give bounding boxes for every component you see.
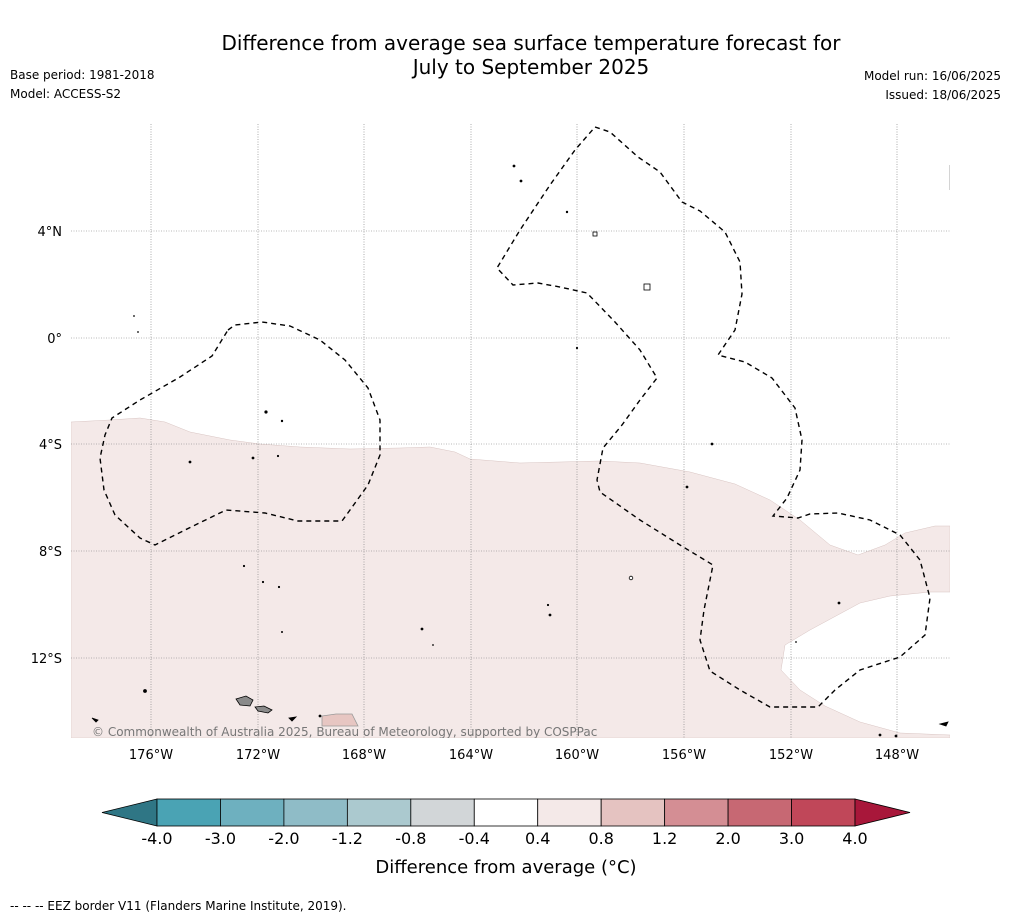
colorbar-tick-label: -0.8 [395, 829, 426, 848]
lat-label: 12°S [31, 652, 62, 667]
base-period: Base period: 1981-2018 [10, 68, 155, 82]
meta-left: Base period: 1981-2018 Model: ACCESS-S2 [10, 66, 155, 104]
issued-date: Issued: 18/06/2025 [885, 88, 1001, 102]
lat-labels: 4°N 0° 4°S 8°S 12°S [31, 225, 62, 667]
colorbar-extend-low [101, 798, 158, 827]
colorbar-tick-label: 2.0 [715, 829, 740, 848]
colorbar-segment [346, 798, 412, 827]
colorbar-tick-label: -1.2 [332, 829, 363, 848]
colorbar-ticks: -4.0 -3.0 -2.0 -1.2 -0.8 -0.4 0.4 0.8 1.… [141, 829, 867, 848]
colorbar-segment [791, 798, 856, 827]
colorbar-tick-label: 3.0 [779, 829, 804, 848]
colorbar-segment [727, 798, 792, 827]
anomaly-region [71, 417, 950, 738]
lon-label: 160°W [555, 748, 599, 763]
colorbar: -4.0 -3.0 -2.0 -1.2 -0.8 -0.4 0.4 0.8 1.… [101, 798, 911, 878]
model-run: Model run: 16/06/2025 [863, 69, 1001, 83]
colorbar-tick-label: 4.0 [842, 829, 867, 848]
colorbar-segments [101, 798, 911, 827]
model-name: Model: ACCESS-S2 [10, 87, 122, 101]
colorbar-tick-label: -4.0 [141, 829, 172, 848]
copyright-notice: © Commonwealth of Australia 2025, Bureau… [92, 725, 597, 739]
lon-label: 172°W [236, 748, 280, 763]
colorbar-tick-label: 1.2 [652, 829, 677, 848]
upolu-island [254, 705, 273, 714]
title-line-1: Difference from average sea surface temp… [221, 31, 841, 55]
title-line-2: July to September 2025 [412, 55, 650, 79]
colorbar-segment [537, 798, 602, 827]
colorbar-segment [664, 798, 729, 827]
map-area: © Commonwealth of Australia 2025, Bureau… [71, 124, 950, 739]
lon-label: 152°W [769, 748, 813, 763]
colorbar-segment [600, 798, 666, 827]
savaii-island [235, 695, 254, 707]
colorbar-label: Difference from average (°C) [375, 857, 636, 878]
lon-labels: 176°W 172°W 168°W 164°W 160°W 156°W 152°… [129, 748, 919, 763]
colorbar-tick-label: 0.8 [588, 829, 613, 848]
eez-source-note: -- -- -- EEZ border V11 (Flanders Marine… [10, 899, 347, 913]
eez-border-kiribati-phoenix [99, 321, 381, 546]
colorbar-tick-label: -2.0 [268, 829, 299, 848]
colorbar-segment [220, 798, 285, 827]
lon-label: 164°W [449, 748, 493, 763]
colorbar-tick-label: -0.4 [459, 829, 490, 848]
lon-label: 176°W [129, 748, 173, 763]
eez-border-line-islands [496, 126, 931, 708]
colorbar-segment [156, 798, 221, 827]
lon-label: 148°W [875, 748, 919, 763]
island [592, 231, 598, 237]
island [643, 283, 651, 291]
lon-label: 168°W [342, 748, 386, 763]
meta-right: Model run: 16/06/2025 Issued: 18/06/2025 [864, 67, 1001, 105]
chart-title: Difference from average sea surface temp… [0, 31, 1011, 79]
eez-borders [99, 126, 931, 708]
lon-label: 156°W [662, 748, 706, 763]
colorbar-extend-high [854, 798, 911, 827]
lat-label: 4°S [39, 438, 62, 453]
lat-label: 4°N [38, 225, 63, 240]
tutuila-island [321, 713, 359, 727]
colorbar-tick-label: 0.4 [525, 829, 550, 848]
lat-label: 0° [47, 332, 62, 347]
colorbar-tick-label: -3.0 [205, 829, 236, 848]
colorbar-segment [283, 798, 348, 827]
lat-label: 8°S [39, 545, 62, 560]
gridlines [71, 124, 950, 738]
colorbar-segment [410, 798, 475, 827]
colorbar-segment [473, 798, 539, 827]
islands [91, 164, 950, 738]
